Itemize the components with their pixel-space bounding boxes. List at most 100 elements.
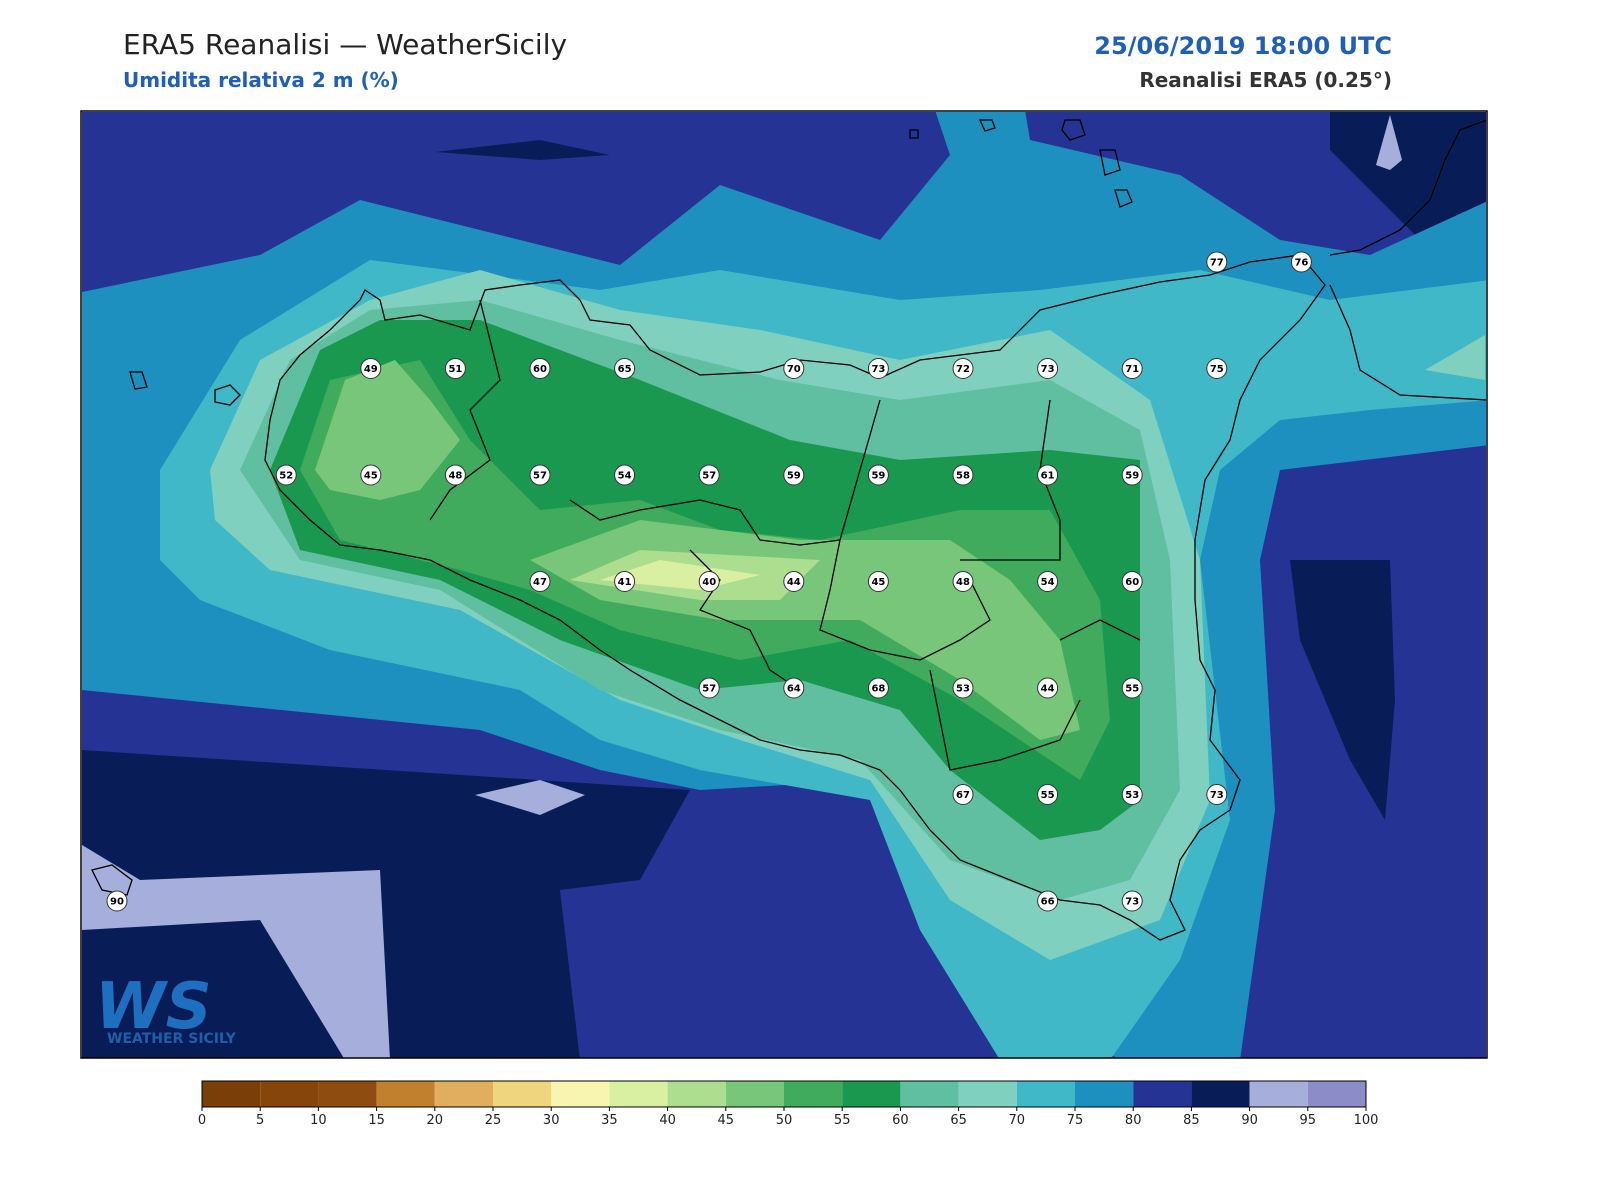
colorbar-band — [434, 1081, 493, 1107]
station-value: 60 — [1125, 577, 1139, 588]
station-marker — [952, 677, 974, 699]
colorbar-tick-label: 55 — [834, 1113, 851, 1128]
station-value: 75 — [1210, 364, 1224, 375]
logo: WS WEATHER SICILY — [95, 970, 237, 1047]
colorbar-band — [842, 1081, 901, 1107]
colorbar-band — [958, 1081, 1017, 1107]
station: 73 — [1037, 358, 1059, 379]
station-marker — [1121, 890, 1143, 912]
station-value: 45 — [364, 471, 378, 482]
station-marker — [952, 571, 974, 592]
station-value: 57 — [533, 471, 547, 482]
station: 58 — [952, 464, 974, 486]
colorbar-tick-label: 50 — [776, 1113, 793, 1128]
station-marker — [614, 358, 636, 379]
station-marker — [1037, 784, 1059, 805]
station-marker — [952, 358, 974, 379]
station: 54 — [1037, 571, 1059, 592]
station: 59 — [867, 464, 889, 486]
station: 53 — [1121, 784, 1143, 805]
source: Reanalisi ERA5 (0.25°) — [1139, 68, 1392, 92]
colorbar-band — [318, 1081, 377, 1107]
colorbar-tick-label: 80 — [1125, 1113, 1142, 1128]
colorbar-band — [900, 1081, 959, 1107]
station-value: 55 — [1041, 790, 1055, 801]
station-value: 52 — [279, 471, 293, 482]
station: 90 — [106, 890, 128, 912]
station-marker — [106, 890, 128, 912]
colorbar-tick-label: 5 — [256, 1113, 264, 1128]
station-marker — [1121, 784, 1143, 805]
station-value: 73 — [1125, 897, 1139, 908]
station-marker — [698, 464, 720, 486]
station: 64 — [783, 677, 805, 699]
station-value: 65 — [618, 364, 632, 375]
station-marker — [1290, 251, 1312, 273]
station-value: 72 — [956, 364, 970, 375]
station-marker — [1037, 358, 1059, 379]
logo-name: WEATHER SICILY — [107, 1031, 237, 1047]
station-marker — [1121, 677, 1143, 699]
station: 60 — [1121, 571, 1143, 592]
station-marker — [698, 677, 720, 699]
colorbar-band — [1249, 1081, 1308, 1107]
station-marker — [783, 358, 805, 379]
station-marker — [1037, 571, 1059, 592]
station: 57 — [698, 464, 720, 486]
station: 52 — [275, 464, 297, 486]
colorbar-tick-label: 75 — [1067, 1113, 1084, 1128]
station-marker — [867, 464, 889, 486]
station: 73 — [867, 358, 889, 379]
station-value: 73 — [871, 364, 885, 375]
station-value: 60 — [533, 364, 547, 375]
station-marker — [614, 571, 636, 592]
colorbar-band — [1133, 1081, 1192, 1107]
station-marker — [1206, 251, 1228, 273]
station-labels: 77 76 49 51 60 65 70 73 72 73 71 75 52 45 48 57 54 57 59 59… — [106, 251, 1312, 912]
colorbar-band — [725, 1081, 784, 1107]
station: 51 — [444, 358, 466, 379]
colorbar-tick-label: 45 — [718, 1113, 735, 1128]
station: 65 — [614, 358, 636, 379]
logo-mark: WS — [95, 970, 212, 1044]
station: 70 — [783, 358, 805, 379]
station-value: 44 — [1041, 684, 1055, 695]
station-value: 73 — [1210, 790, 1224, 801]
station-marker — [1037, 677, 1059, 699]
station: 54 — [614, 464, 636, 486]
station-value: 66 — [1041, 897, 1055, 908]
coastline — [91, 119, 1486, 941]
contour-fill — [82, 112, 1486, 1058]
station-marker — [529, 571, 551, 592]
station-value: 48 — [448, 471, 462, 482]
station-value: 76 — [1294, 258, 1308, 269]
station-marker — [1037, 890, 1059, 912]
colorbar-tick-label: 95 — [1300, 1113, 1317, 1128]
station: 48 — [952, 571, 974, 592]
station-value: 48 — [956, 577, 970, 588]
station: 44 — [1037, 677, 1059, 699]
station-value: 53 — [1125, 790, 1139, 801]
station-marker — [783, 677, 805, 699]
station-value: 57 — [702, 471, 716, 482]
colorbar-band — [667, 1081, 726, 1107]
subtitle: Umidita relativa 2 m (%) — [123, 68, 399, 92]
station-marker — [614, 464, 636, 486]
station: 45 — [360, 464, 382, 486]
colorbar-tick-label: 10 — [310, 1113, 327, 1128]
colorbar-band — [1307, 1081, 1366, 1107]
colorbar-band — [493, 1081, 552, 1107]
station: 55 — [1121, 677, 1143, 699]
station-value: 40 — [702, 577, 716, 588]
station-value: 55 — [1125, 684, 1139, 695]
station-value: 58 — [956, 471, 970, 482]
colorbar-band — [202, 1081, 261, 1107]
colorbar-tick-label: 35 — [601, 1113, 618, 1128]
colorbar-tick-label: 20 — [427, 1113, 444, 1128]
colorbar-tick-label: 40 — [659, 1113, 676, 1128]
colorbar-tick-label: 60 — [892, 1113, 909, 1128]
station: 49 — [360, 358, 382, 379]
station-marker — [444, 464, 466, 486]
station-value: 90 — [110, 897, 124, 908]
